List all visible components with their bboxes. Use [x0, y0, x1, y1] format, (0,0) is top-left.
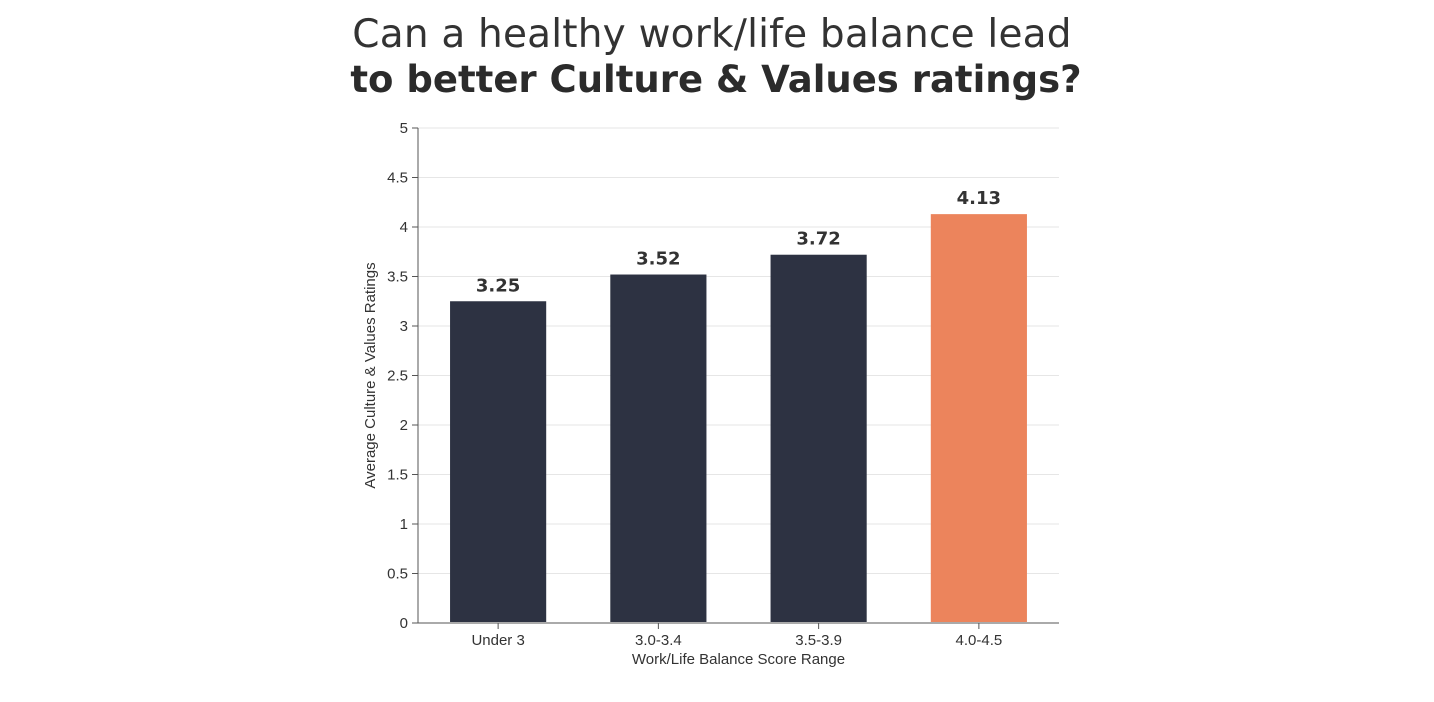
x-axis-title: Work/Life Balance Score Range	[632, 651, 845, 668]
x-tick-label: 3.5-3.9	[795, 632, 842, 649]
data-labels: 3.25 3.52 3.72 4.13	[476, 188, 1001, 296]
y-tick-label: 1.5	[387, 467, 408, 484]
bars	[450, 214, 1027, 622]
x-tick-label: 3.0-3.4	[635, 632, 682, 649]
y-tick-label: 1	[400, 516, 408, 533]
y-axis: 0 0.5 1 1.5 2 2.5 3 3.5 4 4.5 5	[387, 120, 419, 632]
data-label: 3.25	[476, 275, 520, 296]
y-tick-label: 4.5	[387, 170, 408, 187]
y-tick-label: 2.5	[387, 368, 408, 385]
bar	[930, 214, 1027, 622]
data-label: 4.13	[957, 188, 1001, 209]
bar	[770, 254, 867, 622]
y-tick-label: 3.5	[387, 269, 408, 286]
x-tick-label: Under 3	[471, 632, 524, 649]
data-label: 3.52	[636, 249, 680, 270]
bar	[610, 274, 707, 622]
data-label: 3.72	[796, 229, 840, 250]
y-tick-label: 2	[400, 417, 408, 434]
x-tick-label: 4.0-4.5	[956, 632, 1003, 649]
y-tick-label: 0.5	[387, 566, 408, 583]
y-tick-label: 0	[400, 615, 408, 632]
y-tick-label: 5	[400, 120, 408, 137]
x-axis: Under 3 3.0-3.4 3.5-3.9 4.0-4.5	[418, 622, 1059, 649]
bar	[450, 301, 547, 622]
chart-title-line-2: to better Culture & Values ratings?	[350, 58, 1082, 101]
y-tick-label: 3	[400, 318, 408, 335]
y-axis-title: Average Culture & Values Ratings	[362, 262, 379, 488]
chart-title-line-1: Can a healthy work/life balance lead	[352, 12, 1072, 57]
y-tick-label: 4	[400, 219, 408, 236]
